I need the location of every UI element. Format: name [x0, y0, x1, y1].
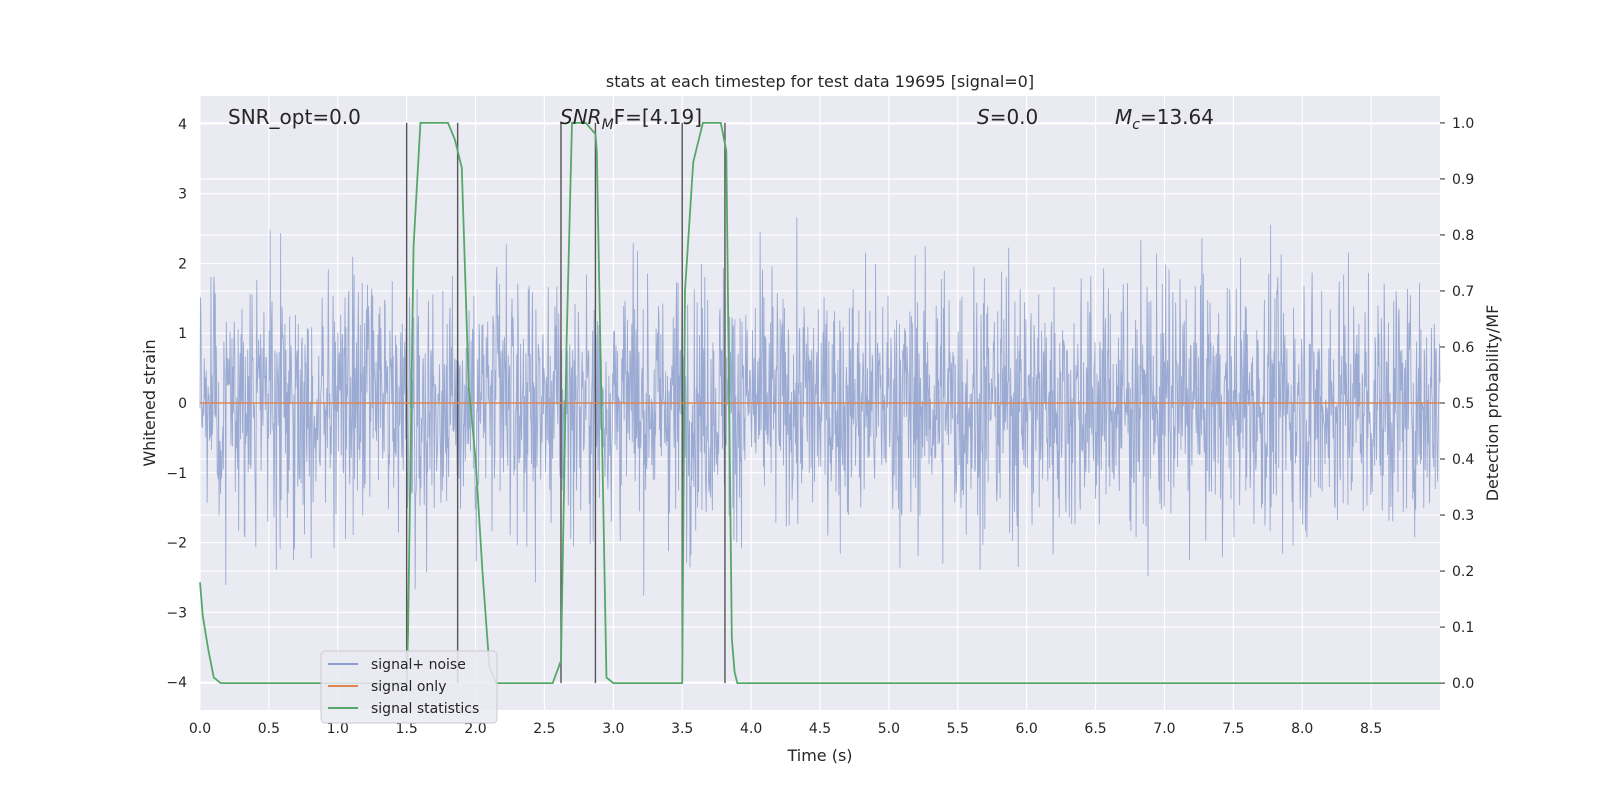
- legend-box: [320, 650, 498, 724]
- y2-tick-label: 0.2: [1452, 564, 1474, 580]
- x-tick-label: 3.5: [671, 721, 693, 737]
- x-tick-label: 1.0: [327, 721, 349, 737]
- y2-tick-label: 0.6: [1452, 340, 1474, 356]
- x-tick-label: 6.5: [1084, 721, 1106, 737]
- y-tick-label: 3: [178, 187, 187, 203]
- x-tick-label: 5.5: [947, 721, 969, 737]
- x-tick-label: 1.5: [396, 721, 418, 737]
- y2-tick-label: 0.3: [1452, 508, 1474, 524]
- y-tick-label: −1: [166, 466, 187, 482]
- y-tick-label: 2: [178, 256, 187, 272]
- annotation-snr-mf: SNRMF=[4.19]: [560, 105, 702, 133]
- y2-tick-label: 0.5: [1452, 396, 1474, 412]
- series-lines: [199, 121, 1440, 685]
- y-tick-label: −2: [166, 536, 187, 552]
- y2-tick-labels: 1.0 0.9 0.8 0.7 0.6 0.5 0.4 0.3 0.2 0.1 0.0: [1440, 116, 1474, 692]
- y2-tick-label: 0.9: [1452, 172, 1474, 188]
- y2-tick-label: 0.7: [1452, 284, 1474, 300]
- y-axis-label: Whitened strain: [140, 339, 159, 466]
- x-tick-label: 7.5: [1222, 721, 1244, 737]
- y2-tick-label: 0.0: [1452, 676, 1474, 692]
- y2-tick-label: 0.1: [1452, 620, 1474, 636]
- y2-tick-label: 1.0: [1452, 116, 1474, 132]
- y-tick-label: 4: [178, 117, 187, 133]
- legend-label-signal-statistics: signal statistics: [371, 701, 479, 717]
- y-tick-label: −3: [166, 605, 187, 621]
- x-tick-label: 4.5: [809, 721, 831, 737]
- x-tick-label: 2.5: [533, 721, 555, 737]
- x-tick-label: 6.0: [1016, 721, 1038, 737]
- x-tick-label: 3.0: [602, 721, 624, 737]
- x-tick-labels: 0.0 0.5 1.0 1.5 2.0 2.5 3.0 3.5 4.0 4.5 5.0 5.5 6.0 6…: [189, 721, 1382, 737]
- x-tick-label: 8.5: [1360, 721, 1382, 737]
- annotation-mc: Mc=13.64: [1115, 105, 1214, 133]
- y2-tick-label: 0.8: [1452, 228, 1474, 244]
- signal-statistics-line: [199, 121, 1440, 685]
- y2-axis-label: Detection probability/MF: [1483, 305, 1502, 502]
- x-tick-label: 5.0: [878, 721, 900, 737]
- legend: signal+ noise signal only signal statist…: [320, 650, 498, 724]
- legend-label-signal-only: signal only: [371, 679, 446, 695]
- y-tick-label: 1: [178, 326, 187, 342]
- x-tick-label: 4.0: [740, 721, 762, 737]
- chart-title: stats at each timestep for test data 196…: [606, 72, 1034, 91]
- y-tick-labels: 4 3 2 1 0 −1 −2 −3 −4: [166, 117, 187, 691]
- x-tick-label: 7.0: [1153, 721, 1175, 737]
- annotation-snr-opt: SNR_opt=0.0: [228, 105, 361, 129]
- y2-tick-label: 0.4: [1452, 452, 1474, 468]
- annotation-s: S=0.0: [977, 105, 1038, 129]
- legend-label-signal-noise: signal+ noise: [371, 657, 466, 673]
- x-tick-label: 0.5: [258, 721, 280, 737]
- x-axis-label: Time (s): [786, 746, 852, 765]
- y-tick-label: 0: [178, 396, 187, 412]
- y-tick-label: −4: [166, 675, 187, 691]
- x-tick-label: 0.0: [189, 721, 211, 737]
- x-tick-label: 2.0: [464, 721, 486, 737]
- x-tick-label: 8.0: [1291, 721, 1313, 737]
